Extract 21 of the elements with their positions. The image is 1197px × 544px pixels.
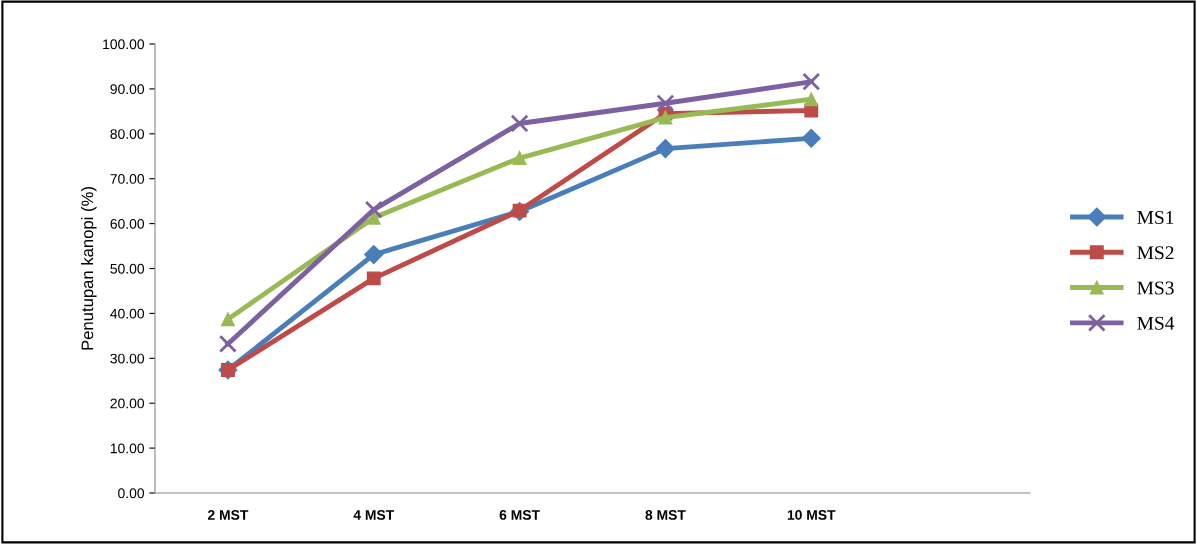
y-tick-label: 50.00 xyxy=(110,263,145,274)
legend-label: MS1 xyxy=(1137,210,1174,225)
y-tick-label: 30.00 xyxy=(110,353,145,364)
y-tick-label: 40.00 xyxy=(110,308,145,319)
legend-label: MS4 xyxy=(1137,316,1175,330)
x-tick-label: 10 MST xyxy=(787,510,836,520)
y-tick-label: 90.00 xyxy=(110,84,145,95)
x-tick-label: 8 MST xyxy=(645,510,686,520)
x-tick-label: 6 MST xyxy=(499,510,540,520)
y-tick-label: 80.00 xyxy=(110,129,145,139)
y-tick-label: 60.00 xyxy=(110,218,145,229)
y-tick-label: 70.00 xyxy=(110,174,145,184)
y-tick-label: 10.00 xyxy=(110,443,145,454)
y-tick-label: 20.00 xyxy=(110,398,145,409)
x-tick-label: 2 MST xyxy=(207,510,249,520)
x-tick-label: 4 MST xyxy=(353,510,395,520)
legend-label: MS3 xyxy=(1137,281,1174,295)
y-tick-label: 100.00 xyxy=(103,39,145,50)
y-tick-label: 0.00 xyxy=(118,488,145,499)
legend-label: MS2 xyxy=(1137,246,1174,260)
y-axis-title: Penutupan kanopi (%) xyxy=(81,187,97,350)
